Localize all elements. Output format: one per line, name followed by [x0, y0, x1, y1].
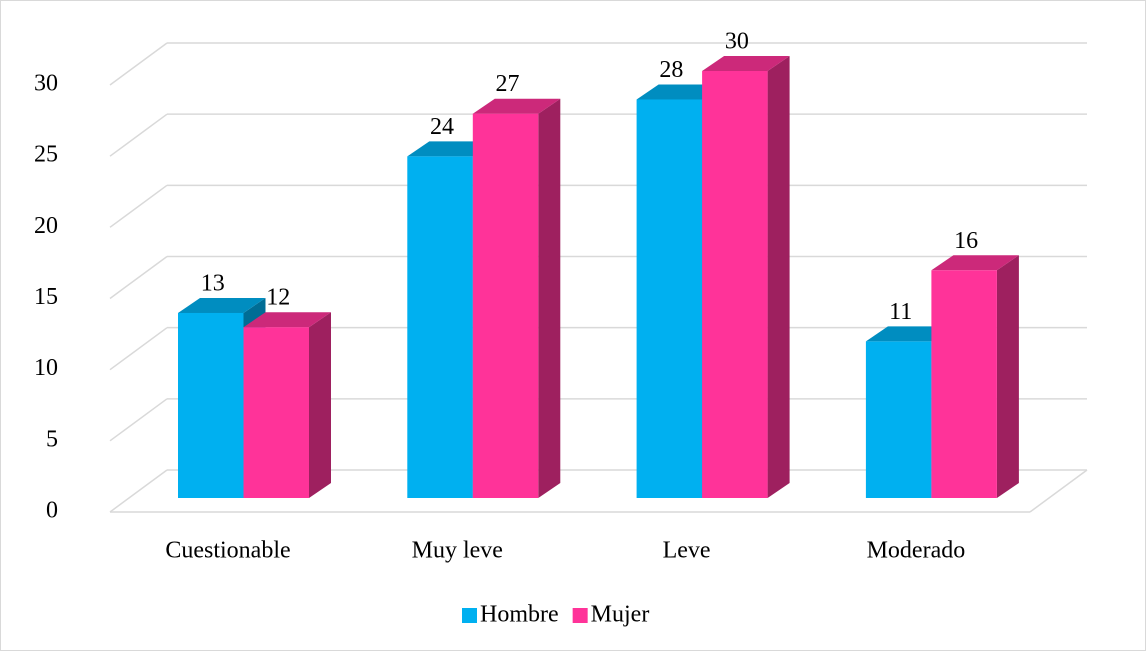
- value-label: 28: [659, 57, 683, 83]
- x-tick-label: Muy leve: [412, 538, 503, 564]
- value-label: 24: [430, 114, 454, 140]
- bar-top: [178, 297, 266, 313]
- x-tick-label: Moderado: [867, 538, 966, 564]
- y-tick-label: 5: [46, 426, 58, 452]
- grid-diagonal: [109, 184, 168, 228]
- bar-top: [931, 255, 1019, 271]
- grid-diagonal: [109, 255, 168, 300]
- bar-side: [996, 255, 1019, 498]
- bar: [636, 99, 703, 498]
- value-label: 12: [266, 285, 290, 311]
- y-tick-label: 15: [34, 284, 58, 310]
- legend-swatch: [572, 608, 588, 623]
- bar: [243, 327, 309, 498]
- x-tick-label: Leve: [663, 538, 711, 564]
- x-tick-label: Cuestionable: [165, 538, 290, 564]
- grid-diagonal: [109, 398, 168, 442]
- grid-diagonal: [109, 469, 168, 513]
- bar: [178, 312, 244, 498]
- y-tick-label: 0: [46, 498, 58, 524]
- y-tick-label: 10: [34, 355, 58, 381]
- legend-label: Mujer: [591, 602, 650, 628]
- bar-top: [243, 312, 331, 328]
- y-tick-label: 25: [34, 142, 58, 168]
- value-label: 27: [496, 71, 520, 97]
- bar-side: [538, 98, 561, 498]
- y-tick-label: 30: [34, 71, 58, 97]
- legend-swatch: [462, 608, 477, 623]
- bar: [472, 113, 539, 498]
- bar: [931, 270, 997, 498]
- legend-label: Hombre: [480, 602, 559, 628]
- value-label: 13: [201, 270, 225, 296]
- bar-side: [309, 312, 331, 498]
- bar: [702, 71, 768, 498]
- bar-top: [702, 56, 790, 71]
- value-label: 30: [725, 29, 749, 55]
- floor-right: [1029, 469, 1088, 513]
- bar-side: [767, 56, 790, 498]
- grid-diagonal: [109, 327, 168, 371]
- bar: [407, 156, 473, 498]
- bar: [865, 341, 932, 498]
- value-label: 11: [889, 299, 912, 325]
- bar-top: [472, 98, 561, 114]
- grid-diagonal: [109, 113, 168, 157]
- y-tick-label: 20: [34, 213, 58, 239]
- grid-diagonal: [109, 42, 168, 86]
- value-label: 16: [954, 228, 978, 254]
